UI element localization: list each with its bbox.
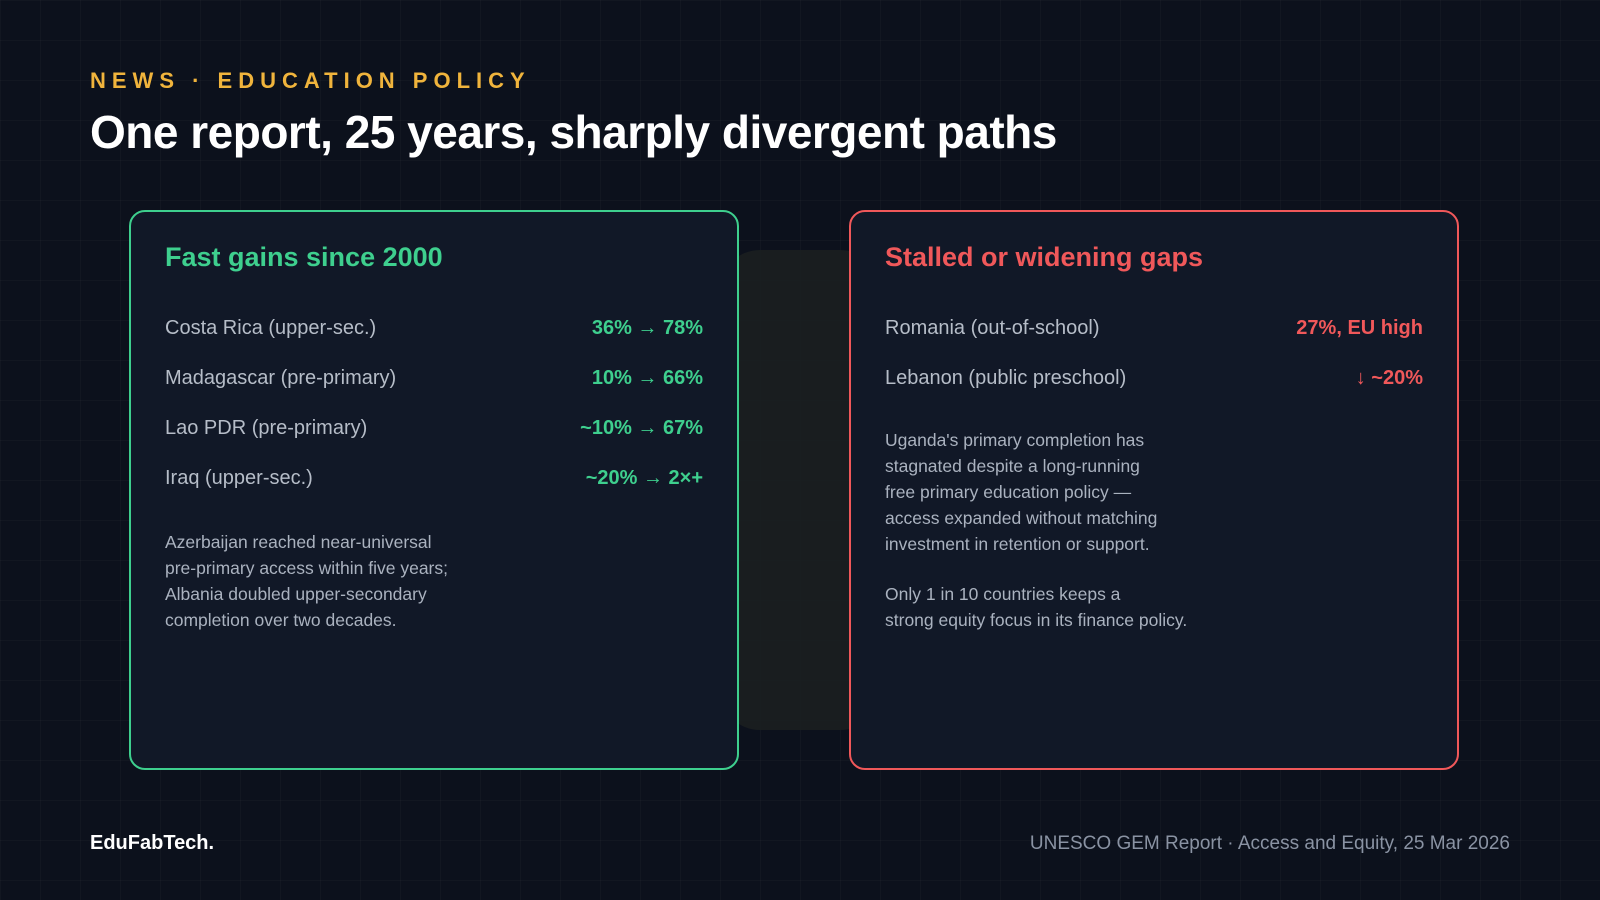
list-item: Madagascar (pre-primary) 10% → 66% <box>165 353 703 403</box>
row-label: Madagascar (pre-primary) <box>165 366 397 389</box>
row-value: ↓ ~20% <box>1355 366 1423 389</box>
row-label: Iraq (upper-sec.) <box>165 466 313 489</box>
list-item: Iraq (upper-sec.) ~20% → 2×+ <box>165 453 703 503</box>
row-value: 36% → 78% <box>591 316 703 339</box>
list-item: Costa Rica (upper-sec.) 36% → 78% <box>165 303 703 353</box>
row-label: Lebanon (public preschool) <box>885 366 1127 389</box>
list-item: Romania (out-of-school) 27%, EU high <box>885 303 1423 353</box>
source-credit: UNESCO GEM Report · Access and Equity, 2… <box>1029 833 1510 854</box>
gains-list: Costa Rica (upper-sec.) 36% → 78% Madaga… <box>165 303 703 503</box>
list-item: Lebanon (public preschool) ↓ ~20% <box>885 353 1423 403</box>
gaps-list: Romania (out-of-school) 27%, EU high Leb… <box>885 303 1423 403</box>
row-value: ~10% → 67% <box>580 416 703 439</box>
gains-note: Azerbaijan reached near-universal pre-pr… <box>165 532 448 630</box>
gaps-card: Stalled or widening gaps Romania (out-of… <box>849 210 1459 770</box>
gaps-note-uganda: Uganda's primary completion has stagnate… <box>885 430 1158 554</box>
brand-logo: EduFabTech. <box>90 832 215 854</box>
gaps-card-title: Stalled or widening gaps <box>885 242 1204 272</box>
row-label: Lao PDR (pre-primary) <box>165 416 368 439</box>
row-value: 10% → 66% <box>591 366 703 389</box>
row-value: 27%, EU high <box>1296 316 1423 339</box>
gains-card: Fast gains since 2000 Costa Rica (upper-… <box>129 210 739 770</box>
page-title: One report, 25 years, sharply divergent … <box>90 106 1057 158</box>
list-item: Lao PDR (pre-primary) ~10% → 67% <box>165 403 703 453</box>
row-value: ~20% → 2×+ <box>585 466 703 489</box>
gaps-note-equity: Only 1 in 10 countries keeps a strong eq… <box>885 584 1188 630</box>
gains-card-title: Fast gains since 2000 <box>165 242 443 272</box>
section-kicker: NEWS · EDUCATION POLICY <box>90 68 531 93</box>
row-label: Costa Rica (upper-sec.) <box>165 316 377 339</box>
row-label: Romania (out-of-school) <box>885 316 1100 339</box>
